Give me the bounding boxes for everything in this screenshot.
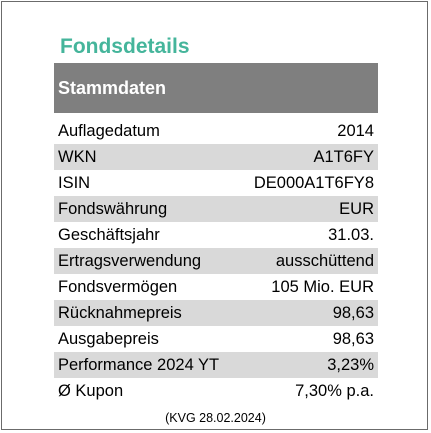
row-value: ausschüttend: [275, 252, 374, 270]
row-value: 105 Mio. EUR: [271, 278, 374, 296]
row-value: 98,63: [332, 304, 374, 322]
source-footnote: (KVG 28.02.2024): [165, 411, 266, 425]
table-row-fondswaehrung: Fondswährung EUR: [54, 196, 378, 222]
details-table: Auflagedatum 2014 WKN A1T6FY ISIN DE000A…: [54, 118, 378, 404]
row-value: 2014: [337, 122, 374, 140]
row-value: 7,30% p.a.: [295, 382, 374, 400]
section-header: Stammdaten: [54, 63, 378, 113]
row-label: Performance 2024 YT: [58, 356, 220, 374]
row-label: Geschäftsjahr: [58, 226, 160, 244]
section-header-label: Stammdaten: [58, 78, 167, 98]
table-row-wkn: WKN A1T6FY: [54, 144, 378, 170]
table-row-ruecknahmepreis: Rücknahmepreis 98,63: [54, 300, 378, 326]
table-row-ertragsverwendung: Ertragsverwendung ausschüttend: [54, 248, 378, 274]
row-value: DE000A1T6FY8: [253, 174, 374, 192]
row-value: 98,63: [332, 330, 374, 348]
row-value: EUR: [339, 200, 374, 218]
page-title: Fondsdetails: [60, 35, 190, 58]
row-label: Rücknahmepreis: [58, 304, 182, 322]
row-value: A1T6FY: [313, 148, 374, 166]
row-value: 3,23%: [327, 356, 374, 374]
row-label: Ertragsverwendung: [58, 252, 202, 270]
table-row-auflagedatum: Auflagedatum 2014: [54, 118, 378, 144]
table-row-fondsvermoegen: Fondsvermögen 105 Mio. EUR: [54, 274, 378, 300]
table-row-geschaeftsjahr: Geschäftsjahr 31.03.: [54, 222, 378, 248]
row-label: Fondswährung: [58, 200, 168, 218]
table-row-isin: ISIN DE000A1T6FY8: [54, 170, 378, 196]
row-label: ISIN: [58, 174, 91, 192]
table-row-kupon: Ø Kupon 7,30% p.a.: [54, 378, 378, 404]
row-label: Ausgabepreis: [58, 330, 159, 348]
row-value: 31.03.: [328, 226, 374, 244]
row-label: Auflagedatum: [58, 122, 160, 140]
row-label: Fondsvermögen: [58, 278, 178, 296]
row-label: WKN: [58, 148, 97, 166]
table-row-performance: Performance 2024 YT 3,23%: [54, 352, 378, 378]
table-row-ausgabepreis: Ausgabepreis 98,63: [54, 326, 378, 352]
row-label: Ø Kupon: [58, 382, 124, 400]
